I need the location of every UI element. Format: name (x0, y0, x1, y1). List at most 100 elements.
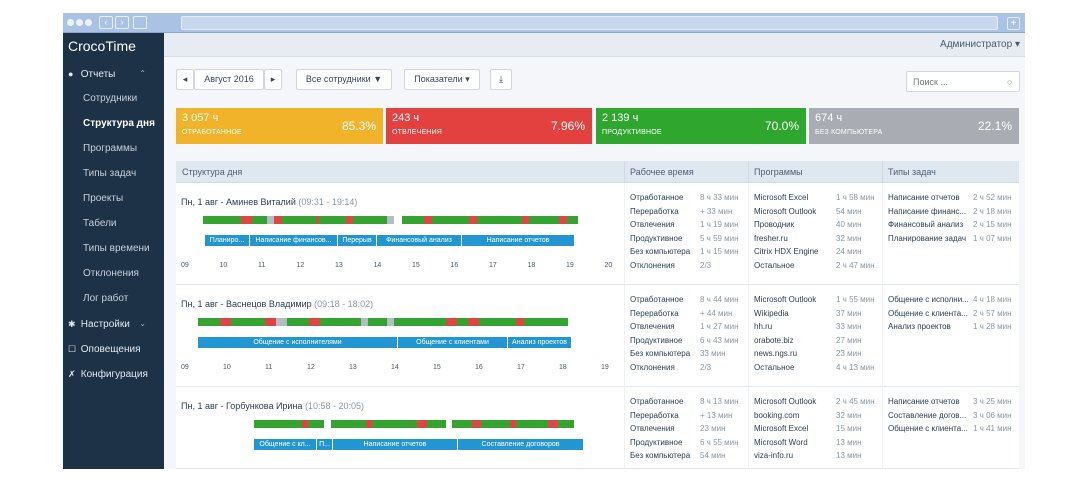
programs-value: 23 мин (836, 349, 862, 359)
sidebar-item-configuration[interactable]: ✗ Конфигурация (63, 364, 164, 384)
activity-timeline[interactable] (254, 420, 574, 428)
column-header[interactable]: Типы задач (888, 167, 936, 177)
programs-value: 1 ч 58 мин (836, 193, 875, 202)
user-menu[interactable]: Администратор ▾ (940, 39, 1020, 50)
timeline-segment (469, 216, 477, 224)
programs-value: 15 мин (836, 424, 862, 434)
column-header[interactable]: Рабочее время (630, 167, 694, 177)
sidebar-item[interactable]: Типы времени (83, 243, 150, 254)
employees-filter[interactable]: Все сотрудники ▼ (296, 69, 392, 90)
sidebar-item[interactable]: Лог работ (83, 293, 129, 304)
new-tab-icon[interactable]: + (1007, 17, 1020, 30)
period-prev-button[interactable]: ◂ (176, 69, 194, 90)
sidebar-item[interactable]: Проекты (83, 193, 124, 204)
task-block[interactable]: Написание отчетов (462, 235, 575, 246)
activity-timeline[interactable] (203, 216, 578, 224)
programs-label: Microsoft Excel (754, 424, 809, 434)
sidebar-item[interactable]: Сотрудники (83, 93, 138, 104)
employee-label: Пн, 1 авг - Васнецов Владимир (181, 299, 312, 309)
timeline-segment (468, 318, 480, 326)
employee-label: Пн, 1 авг - Горбункова Ирина (181, 401, 303, 411)
employee-name[interactable]: Пн, 1 авг - Васнецов Владимир (09:18 - 1… (181, 299, 373, 309)
cell-divider (624, 183, 625, 285)
sidebar-item[interactable]: Табели (83, 218, 117, 229)
tasktypes-value: 3 ч 06 мин (973, 410, 1012, 420)
window-dot-icon[interactable] (67, 19, 74, 26)
task-block[interactable]: Общение с клиентами (398, 337, 508, 348)
table-row[interactable]: Пн, 1 авг - Васнецов Владимир (09:18 - 1… (176, 285, 1019, 387)
tasktypes-label: Составление догов... (888, 410, 967, 420)
table-row[interactable]: Пн, 1 авг - Горбункова Ирина (10:58 - 20… (176, 387, 1019, 469)
timeline-segment (401, 216, 425, 224)
timeline-segment (445, 318, 457, 326)
activity-timeline[interactable] (198, 318, 568, 326)
period-label[interactable]: Август 2016 (194, 69, 264, 90)
search-input[interactable] (906, 71, 1020, 92)
hour-tick: 09 (181, 364, 189, 371)
worktime-label: Отработанное (630, 397, 684, 406)
sidebar-item[interactable]: Структура дня (83, 118, 155, 129)
address-bar[interactable] (181, 16, 998, 30)
hour-tick: 12 (307, 364, 315, 371)
timeline-segment (319, 216, 346, 224)
sidebar-item[interactable]: Типы задач (83, 168, 137, 179)
back-icon[interactable]: ‹ (99, 16, 113, 29)
timeline-segment (330, 420, 366, 428)
table-row[interactable]: Пн, 1 авг - Аминев Виталий (09:31 - 19:1… (176, 183, 1019, 285)
search-icon: ○ (1007, 77, 1013, 87)
task-block[interactable]: Планиро... (205, 235, 250, 246)
window-dot-icon[interactable] (85, 19, 92, 26)
timeline-segment (559, 216, 567, 224)
sidebar-item[interactable]: Программы (83, 143, 138, 154)
tasktypes-value: 3 ч 25 мин (973, 397, 1012, 406)
programs-label: Остальное (754, 363, 795, 372)
task-block[interactable]: Составление договоров (458, 439, 584, 450)
timeline-segment (548, 420, 558, 428)
task-block[interactable]: Написание отчетов (333, 439, 458, 450)
task-block[interactable]: Финансовый анализ (377, 235, 462, 246)
task-block[interactable]: Написание финансов... (250, 235, 338, 246)
timeline-segment (368, 318, 387, 326)
column-header[interactable]: Программы (754, 167, 803, 177)
metrics-dropdown[interactable]: Показатели ▾ (404, 69, 480, 90)
timeline-segment (366, 420, 373, 428)
period-next-button[interactable]: ▸ (264, 69, 282, 90)
sidebar-toggle-icon[interactable] (133, 16, 147, 29)
sidebar-section-settings[interactable]: ✱ Настройки ⌄ (63, 314, 164, 334)
forward-icon[interactable]: › (115, 16, 129, 29)
sidebar-section-reports[interactable]: ● Отчеты ⌃ (63, 64, 164, 84)
task-block[interactable]: Общение с кл... (254, 439, 317, 450)
window-dot-icon[interactable] (76, 19, 83, 26)
timeline-segment (529, 216, 560, 224)
task-block[interactable]: Перерыв (338, 235, 377, 246)
programs-label: Microsoft Outlook (754, 295, 817, 304)
task-block[interactable]: Анализ проектов (508, 337, 572, 348)
employee-time-range: (09:18 - 18:02) (314, 299, 374, 309)
timeline-segment (452, 420, 472, 428)
programs-value: 37 мин (836, 308, 862, 318)
employee-name[interactable]: Пн, 1 авг - Горбункова Ирина (10:58 - 20… (181, 401, 364, 411)
brand-logo: CrocoTime (68, 38, 136, 54)
hour-tick: 11 (258, 262, 266, 269)
timeline-segment (231, 318, 265, 326)
employee-name[interactable]: Пн, 1 авг - Аминев Виталий (09:31 - 19:1… (181, 197, 357, 207)
sidebar-item[interactable]: Отклонения (83, 268, 139, 279)
programs-label: Citrix HDX Engine (754, 247, 819, 257)
tasktypes-value: 4 ч 18 мин (973, 295, 1012, 304)
column-divider (748, 161, 749, 183)
app-window: ‹ › + CrocoTime ● Отчеты ⌃ Сотрудники Стр… (63, 13, 1025, 469)
column-header[interactable]: Структура дня (182, 167, 243, 177)
export-button[interactable]: ⤓ (490, 69, 512, 90)
hour-tick: 13 (349, 364, 357, 371)
caret-down-icon: ▾ (465, 74, 470, 84)
user-icon: ● (68, 69, 74, 79)
programs-value: 4 ч 13 мин (836, 363, 875, 372)
sidebar-item-notifications[interactable]: ☐ Оповещения (63, 339, 164, 359)
programs-value: 32 мин (836, 410, 862, 420)
employee-time-range: (09:31 - 19:14) (298, 197, 358, 207)
summary-value: 674 ч (815, 112, 843, 124)
task-block[interactable]: Общение с исполнителями (198, 337, 398, 348)
task-block[interactable]: П... (317, 439, 333, 450)
programs-label: Microsoft Outlook (754, 206, 817, 216)
cell-divider (882, 285, 883, 387)
